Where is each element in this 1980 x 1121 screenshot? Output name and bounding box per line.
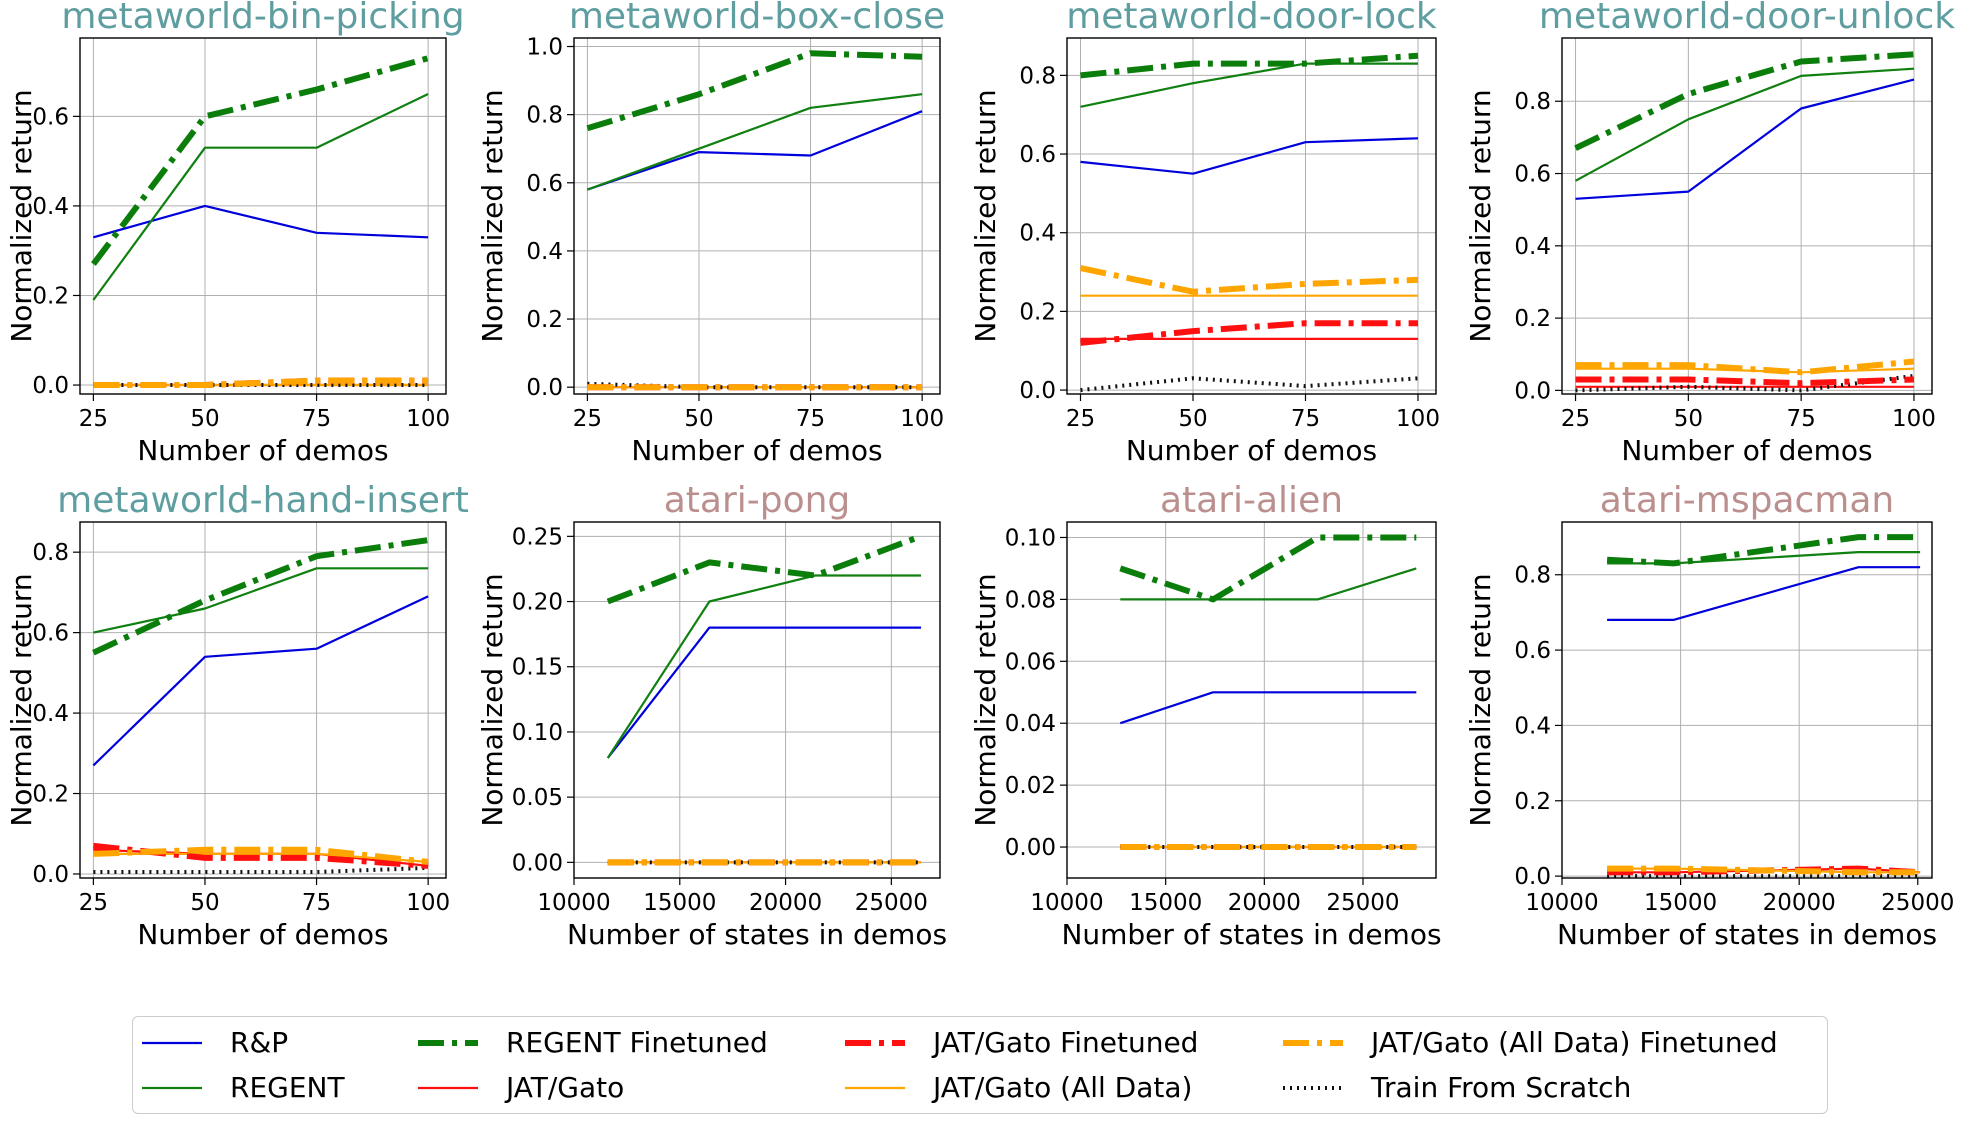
legend-item-jat: JAT/Gato: [418, 1071, 624, 1104]
legend-item-regent: REGENT: [142, 1071, 345, 1104]
legend-label: Train From Scratch: [1370, 1071, 1631, 1104]
legend-label: R&P: [230, 1026, 288, 1059]
legend-label: REGENT Finetuned: [506, 1026, 768, 1059]
legend-item-jat_ft: JAT/Gato Finetuned: [845, 1026, 1198, 1059]
legend-item-rp: R&P: [142, 1026, 288, 1059]
legend-item-regent_ft: REGENT Finetuned: [418, 1026, 768, 1059]
legend-label: JAT/Gato (All Data) Finetuned: [1369, 1026, 1778, 1059]
legend-label: JAT/Gato (All Data): [931, 1071, 1192, 1104]
legend-label: REGENT: [230, 1071, 345, 1104]
legend-item-scratch: Train From Scratch: [1283, 1071, 1631, 1104]
legend-item-jat_all: JAT/Gato (All Data): [845, 1071, 1192, 1104]
legend-label: JAT/Gato Finetuned: [931, 1026, 1198, 1059]
legend-label: JAT/Gato: [504, 1071, 624, 1104]
legend-item-jat_all_ft: JAT/Gato (All Data) Finetuned: [1283, 1026, 1778, 1059]
